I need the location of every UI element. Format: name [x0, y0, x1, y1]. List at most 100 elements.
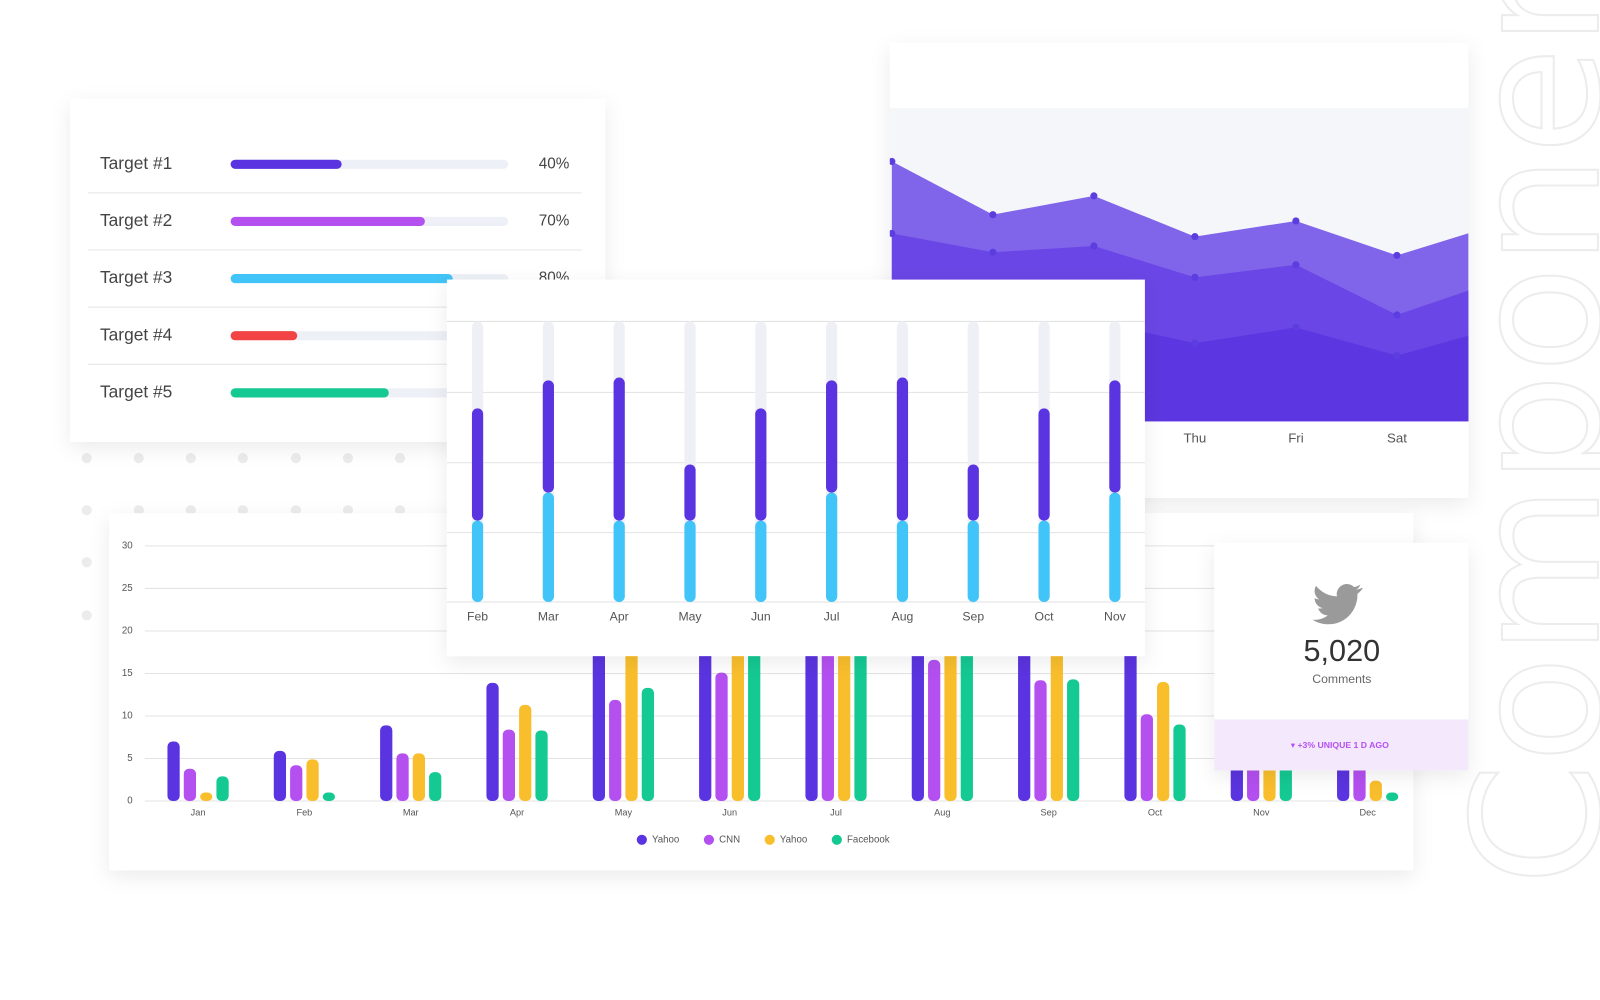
card	[446, 279, 1145, 657]
target-label: Target #4	[100, 324, 173, 344]
x-tick-label: Oct	[1148, 808, 1163, 818]
bar	[1034, 680, 1047, 802]
progress-bar	[230, 159, 342, 169]
bar-segment	[684, 464, 696, 521]
bar-segment	[967, 520, 979, 603]
grid	[446, 320, 1145, 603]
bar-segment	[1109, 492, 1121, 603]
y-tick-label: 25	[122, 583, 133, 594]
bar-segment	[755, 520, 767, 603]
point	[1393, 311, 1401, 319]
x-tick-label: Jul	[824, 610, 840, 624]
bar	[216, 776, 229, 802]
point	[989, 248, 997, 256]
stat-value: 5,020	[1304, 634, 1381, 668]
x-tick-label: Jun	[751, 610, 771, 624]
legend-label: Yahoo	[652, 834, 679, 845]
bar-segment	[755, 408, 767, 521]
y-tick-label: 30	[122, 540, 133, 551]
x-tick-label: Jun	[722, 808, 737, 818]
bar	[429, 772, 442, 802]
bar	[1369, 780, 1382, 802]
bar	[502, 729, 515, 802]
bar	[641, 687, 654, 802]
bar	[200, 792, 213, 802]
progress-bar	[230, 388, 389, 398]
bar	[592, 630, 605, 802]
bar-segment	[684, 520, 696, 603]
x-tick-label: Dec	[1359, 808, 1376, 818]
bar-segment	[471, 408, 484, 521]
legend-swatch	[703, 834, 715, 845]
bar	[625, 647, 638, 802]
range-card: Feb Mar Apr May Jun Jul Aug Sep Oct Nov	[446, 279, 1145, 657]
legend-label: Yahoo	[780, 834, 807, 845]
bar-segment	[896, 377, 909, 521]
point	[1090, 192, 1098, 200]
bar-segment	[1038, 520, 1050, 603]
bar	[1140, 714, 1153, 802]
bar	[273, 750, 287, 802]
bar-segment	[613, 377, 625, 521]
x-tick-label: Mar	[538, 610, 559, 624]
bar-segment	[1038, 408, 1050, 521]
bar	[486, 682, 499, 802]
point	[1292, 323, 1300, 332]
legend-swatch	[764, 834, 775, 845]
bar-segment	[471, 520, 484, 603]
bar	[609, 699, 622, 802]
y-tick-label: 15	[122, 668, 133, 679]
bar	[1386, 792, 1399, 802]
y-tick-label: 0	[127, 796, 133, 807]
bar	[821, 630, 834, 802]
point	[1393, 352, 1401, 360]
x-tick-label: Sep	[1041, 808, 1057, 818]
progress-bar	[230, 273, 453, 284]
point	[889, 157, 896, 165]
bar	[535, 730, 548, 802]
bar	[1124, 647, 1137, 802]
point	[1292, 261, 1300, 269]
legend-label: Facebook	[847, 834, 890, 845]
bar	[322, 792, 335, 802]
x-tick-label: May	[615, 808, 633, 818]
point	[1191, 233, 1199, 241]
x-tick-label: Fri	[1288, 430, 1304, 445]
legend-label: CNN	[719, 834, 740, 845]
target-label: Target #1	[100, 153, 172, 173]
bar	[1173, 724, 1186, 802]
x-tick-label: Aug	[892, 610, 914, 624]
bar	[412, 753, 425, 802]
point	[1191, 339, 1199, 347]
bar-segment	[896, 520, 909, 603]
point	[989, 211, 997, 219]
bar-segment	[826, 492, 838, 603]
x-tick-label: Sep	[962, 610, 984, 624]
x-tick-label: Thu	[1183, 430, 1206, 445]
bar	[748, 639, 761, 802]
target-label: Target #3	[100, 267, 172, 287]
bar-segment	[967, 464, 979, 521]
bar	[1157, 681, 1170, 802]
stat-footer: ▾ +3% UNIQUE 1 D AGO	[1291, 740, 1389, 750]
point	[1393, 251, 1401, 259]
y-tick-label: 10	[122, 711, 133, 722]
stat-card: 5,020 Comments ▾ +3% UNIQUE 1 D AGO	[1214, 542, 1469, 771]
bar	[944, 630, 957, 802]
bar	[167, 741, 180, 802]
point	[1292, 217, 1300, 225]
bar	[731, 613, 744, 802]
x-tick-label: Feb	[296, 808, 312, 818]
bar	[306, 759, 319, 802]
bar	[396, 753, 409, 802]
x-tick-label: Jan	[191, 808, 206, 818]
bar	[715, 672, 728, 802]
bar	[380, 725, 393, 802]
progress-bar	[230, 331, 298, 341]
progress-bar	[230, 216, 425, 227]
x-tick-label: Sat	[1387, 430, 1407, 445]
bar	[183, 768, 197, 802]
bar-segment	[542, 380, 554, 493]
card-footer	[1214, 719, 1469, 771]
